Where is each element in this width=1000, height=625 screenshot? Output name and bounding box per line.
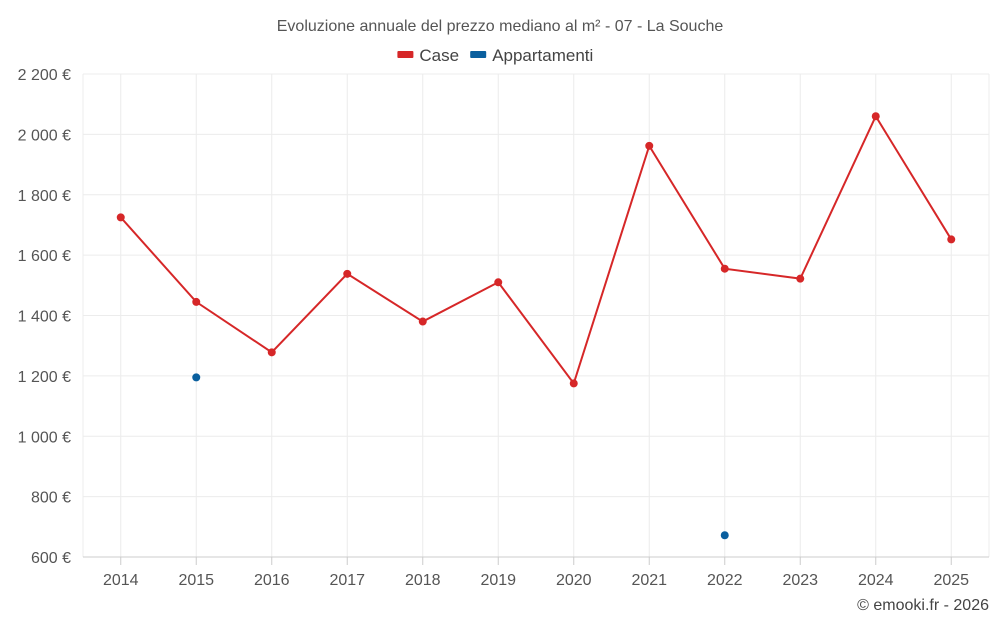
data-point-appartamenti[interactable] — [720, 531, 729, 540]
chart-title: Evoluzione annuale del prezzo mediano al… — [277, 18, 724, 35]
x-tick-label: 2024 — [858, 572, 894, 589]
series-line-case — [120, 114, 953, 386]
legend-item-appartamenti[interactable]: Appartamenti — [470, 46, 593, 65]
y-tick-label: 1 000 € — [18, 429, 71, 446]
series-1 — [192, 373, 729, 540]
grid — [82, 73, 990, 557]
y-tick-label: 2 000 € — [18, 127, 71, 144]
data-point-case[interactable] — [569, 379, 578, 388]
legend: Case Appartamenti — [397, 46, 593, 65]
y-tick-label: 800 € — [31, 490, 71, 507]
data-point-case[interactable] — [192, 297, 201, 306]
x-tick-label: 2015 — [178, 572, 214, 589]
x-axis: 2014 2015 2016 2017 2018 2019 2020 2021 2022 2023… — [83, 556, 989, 589]
legend-label: Appartamenti — [492, 46, 593, 65]
data-point-case[interactable] — [418, 317, 427, 326]
data-point-case[interactable] — [947, 235, 956, 244]
x-tick-label: 2019 — [480, 572, 516, 589]
x-tick-label: 2014 — [103, 572, 139, 589]
y-tick-label: 1 200 € — [18, 369, 71, 386]
legend-swatch — [470, 51, 487, 58]
legend-item-case[interactable]: Case — [397, 46, 459, 65]
x-tick-label: 2017 — [329, 572, 365, 589]
y-axis: 600 € 800 € 1 000 € 1 200 € 1 400 € 1 600 € 1 … — [18, 67, 71, 567]
x-tick-label: 2022 — [707, 572, 743, 589]
x-tick-label: 2023 — [782, 572, 818, 589]
data-point-case[interactable] — [494, 278, 503, 287]
x-tick-label: 2020 — [556, 572, 592, 589]
data-point-case[interactable] — [871, 112, 880, 121]
x-tick-label: 2025 — [933, 572, 969, 589]
data-point-case[interactable] — [116, 213, 125, 222]
x-tick-label: 2018 — [405, 572, 441, 589]
data-point-case[interactable] — [796, 274, 805, 283]
y-tick-label: 1 400 € — [18, 309, 71, 326]
data-point-case[interactable] — [267, 348, 276, 357]
series — [116, 112, 956, 540]
y-tick-label: 1 800 € — [18, 188, 71, 205]
x-tick-label: 2016 — [254, 572, 290, 589]
data-point-appartamenti[interactable] — [192, 373, 201, 382]
data-point-case[interactable] — [645, 141, 654, 150]
data-point-case[interactable] — [343, 269, 352, 278]
legend-swatch — [397, 51, 414, 58]
y-tick-label: 600 € — [31, 550, 71, 567]
data-point-case[interactable] — [720, 264, 729, 273]
series-0 — [116, 112, 956, 388]
y-tick-label: 1 600 € — [18, 248, 71, 265]
y-tick-label: 2 200 € — [18, 67, 71, 84]
x-tick-label: 2021 — [631, 572, 667, 589]
legend-label: Case — [419, 46, 459, 65]
chart-credit: © emooki.fr - 2026 — [857, 597, 989, 614]
